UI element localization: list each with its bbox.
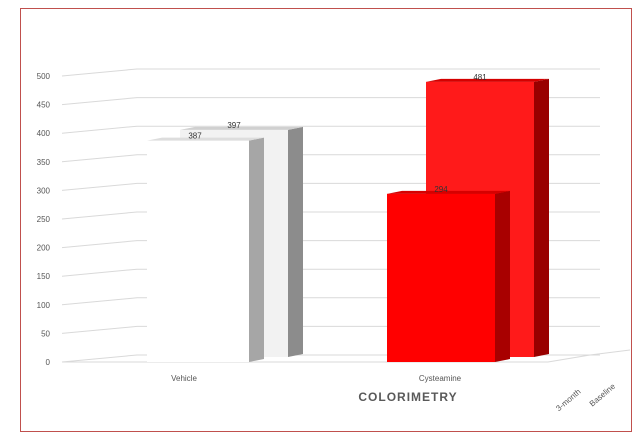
y-tick-label-100: 100	[37, 301, 51, 310]
floor-side-edge	[547, 354, 591, 363]
bar-3-month-vehicle	[147, 140, 249, 362]
gridline-500	[61, 68, 600, 77]
category-labels: Vehicle Cysteamine	[171, 374, 462, 383]
bar-side-3-month-vehicle	[249, 137, 264, 362]
series-label-baseline: Baseline	[588, 381, 618, 408]
bar-top-baseline-cysteamine	[426, 78, 549, 82]
y-tick-label-450: 450	[37, 101, 51, 110]
data-labels: 397 481 387 294	[188, 73, 487, 194]
y-tick-label-150: 150	[37, 272, 51, 281]
category-label-vehicle: Vehicle	[171, 374, 197, 383]
bar-top-3-month-vehicle	[147, 137, 264, 141]
depth-series-labels: 3-month Baseline	[554, 381, 617, 413]
bar-side-baseline-cysteamine	[534, 78, 549, 358]
data-label-baseline-cysteamine: 481	[473, 73, 487, 82]
category-label-cysteamine: Cysteamine	[419, 374, 462, 383]
y-tick-label-350: 350	[37, 158, 51, 167]
y-tick-label-250: 250	[37, 215, 51, 224]
bar-top-baseline-vehicle	[180, 126, 303, 130]
y-tick-label-0: 0	[46, 358, 51, 367]
y-tick-label-50: 50	[41, 329, 50, 338]
bar-side-baseline-vehicle	[288, 126, 303, 357]
bar-3-month-cysteamine	[387, 193, 495, 362]
bars	[147, 78, 549, 362]
y-tick-label-300: 300	[37, 186, 51, 195]
bar-top-3-month-cysteamine	[387, 190, 510, 194]
data-label-baseline-vehicle: 397	[227, 121, 241, 130]
y-tick-label-500: 500	[37, 72, 51, 81]
bar-side-3-month-cysteamine	[495, 190, 510, 362]
series-label-3-month: 3-month	[554, 387, 582, 413]
data-label-3-month-cysteamine: 294	[434, 185, 448, 194]
y-tick-label-200: 200	[37, 244, 51, 253]
y-tick-label-400: 400	[37, 129, 51, 138]
x-axis-title: COLORIMETRY	[358, 390, 457, 404]
floor-side-edge-2	[589, 349, 631, 356]
y-axis-ticks: 0 50 100 150 200 250 300 350 400 450 500	[37, 72, 51, 367]
data-label-3-month-vehicle: 387	[188, 132, 202, 141]
